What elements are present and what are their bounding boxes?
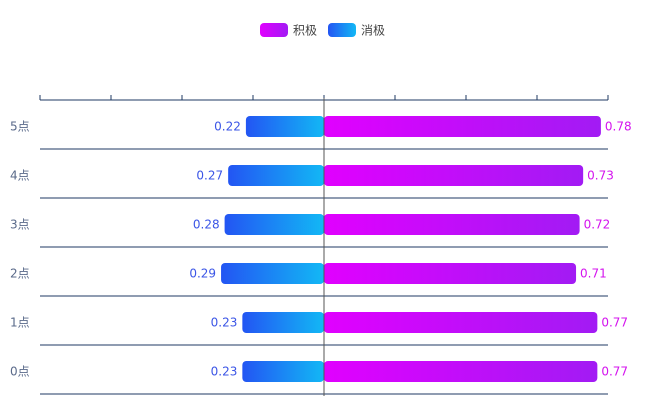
- bar-row: 3点 0.28 0.72: [10, 214, 611, 248]
- bar-negative[interactable]: [242, 361, 324, 382]
- category-label: 5点: [10, 120, 30, 134]
- legend-item-negative[interactable]: 消极: [328, 23, 385, 38]
- legend-label-positive: 积极: [293, 24, 317, 38]
- bar-row: 0点 0.23 0.77: [10, 361, 628, 395]
- legend-label-negative: 消极: [361, 24, 385, 38]
- category-label: 0点: [10, 365, 30, 379]
- category-label: 3点: [10, 218, 30, 232]
- legend: 积极 消极: [260, 23, 385, 38]
- legend-swatch-positive: [260, 23, 288, 37]
- value-label-positive: 0.71: [580, 267, 607, 281]
- bar-negative[interactable]: [228, 165, 324, 186]
- bar-row: 4点 0.27 0.73: [10, 165, 614, 199]
- value-label-negative: 0.28: [193, 218, 220, 232]
- category-label: 2点: [10, 267, 30, 281]
- bar-positive[interactable]: [324, 361, 598, 382]
- value-label-positive: 0.77: [601, 365, 628, 379]
- value-label-negative: 0.29: [189, 267, 216, 281]
- bar-row: 5点 0.22 0.78: [10, 116, 632, 150]
- value-label-positive: 0.72: [584, 218, 611, 232]
- bar-row: 1点 0.23 0.77: [10, 312, 628, 346]
- bar-rows: 5点 0.22 0.78 4点 0.27 0.73 3点 0.28 0.72 2点 0.29 0.71…: [10, 116, 632, 395]
- bar-positive[interactable]: [324, 214, 580, 235]
- bar-positive[interactable]: [324, 116, 601, 137]
- legend-item-positive[interactable]: 积极: [260, 23, 317, 38]
- bar-row: 2点 0.29 0.71: [10, 263, 608, 297]
- category-label: 1点: [10, 316, 30, 330]
- legend-swatch-negative: [328, 23, 356, 37]
- bar-negative[interactable]: [242, 312, 324, 333]
- value-label-negative: 0.27: [196, 169, 223, 183]
- bar-positive[interactable]: [324, 312, 598, 333]
- bar-negative[interactable]: [224, 214, 324, 235]
- value-label-positive: 0.73: [587, 169, 614, 183]
- value-label-negative: 0.22: [214, 120, 241, 134]
- value-label-negative: 0.23: [211, 365, 238, 379]
- bar-positive[interactable]: [324, 165, 584, 186]
- bar-negative[interactable]: [245, 116, 324, 137]
- value-label-positive: 0.77: [601, 316, 628, 330]
- bar-negative[interactable]: [221, 263, 324, 284]
- bar-positive[interactable]: [324, 263, 577, 284]
- value-label-positive: 0.78: [605, 120, 632, 134]
- value-label-negative: 0.23: [211, 316, 238, 330]
- category-label: 4点: [10, 169, 30, 183]
